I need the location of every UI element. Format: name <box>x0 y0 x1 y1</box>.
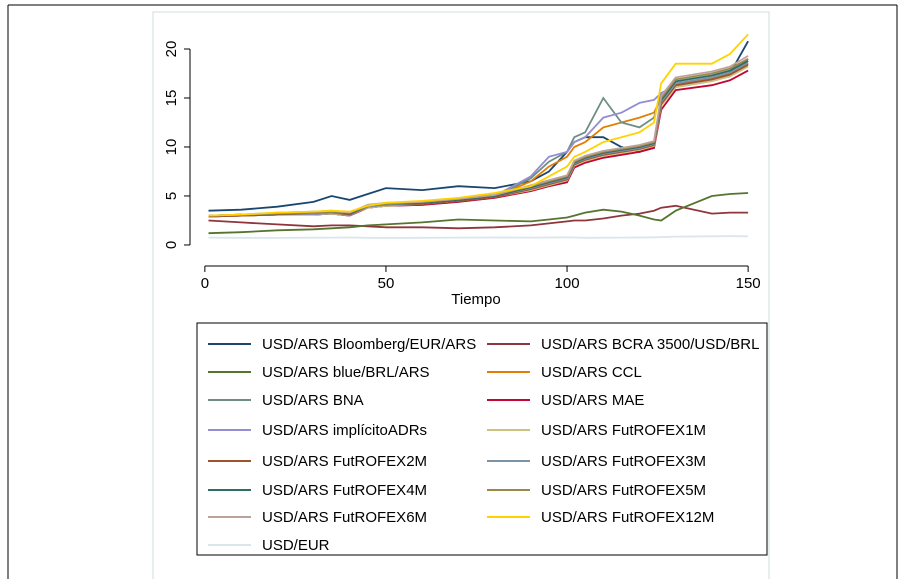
x-tick-label: 50 <box>378 275 395 292</box>
y-tick-label: 0 <box>163 241 180 249</box>
y-tick-label: 15 <box>163 90 180 107</box>
x-axis-title: Tiempo <box>451 291 500 308</box>
series-line <box>208 204 749 230</box>
y-tick-label: 5 <box>163 192 180 200</box>
series-line <box>208 235 749 239</box>
legend-label: USD/ARS MAE <box>541 392 644 409</box>
x-tick-label: 150 <box>736 275 761 292</box>
series-line <box>208 192 749 235</box>
legend-label: USD/ARS CCL <box>541 364 642 381</box>
legend <box>196 322 768 556</box>
legend-label: USD/ARS implícitoADRs <box>262 422 427 439</box>
legend-label: USD/ARS FutROFEX5M <box>541 482 706 499</box>
legend-label: USD/ARS FutROFEX12M <box>541 509 714 526</box>
legend-label: USD/ARS FutROFEX1M <box>541 422 706 439</box>
legend-label: USD/ARS FutROFEX6M <box>262 509 427 526</box>
x-tick-label: 100 <box>555 275 580 292</box>
legend-label: USD/ARS BNA <box>262 392 364 409</box>
legend-label: USD/ARS blue/BRL/ARS <box>262 364 430 381</box>
series-line <box>208 33 749 217</box>
legend-label: USD/ARS FutROFEX4M <box>262 482 427 499</box>
legend-label: USD/ARS BCRA 3500/USD/BRL <box>541 336 759 353</box>
legend-label: USD/ARS Bloomberg/EUR/ARS <box>262 336 476 353</box>
legend-label: USD/ARS FutROFEX2M <box>262 453 427 470</box>
x-tick-label: 0 <box>201 275 209 292</box>
legend-label: USD/EUR <box>262 537 330 554</box>
y-tick-label: 20 <box>163 41 180 58</box>
legend-label: USD/ARS FutROFEX3M <box>541 453 706 470</box>
y-tick-label: 10 <box>163 139 180 156</box>
